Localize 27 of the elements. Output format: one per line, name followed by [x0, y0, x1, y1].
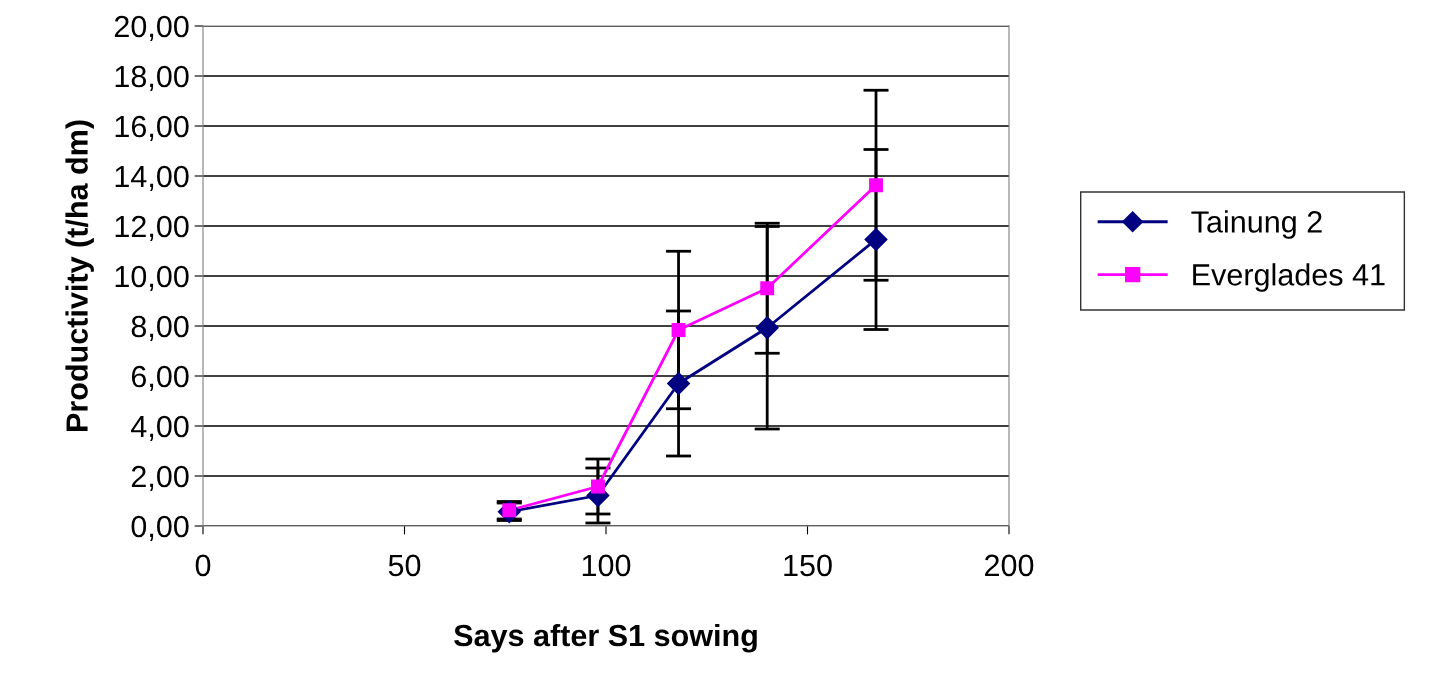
legend-label: Everglades 41: [1193, 263, 1385, 292]
y-tick-label: 16,00: [115, 115, 189, 141]
x-tick-label: 100: [582, 554, 631, 577]
point: [755, 316, 779, 340]
point: [869, 178, 883, 193]
point: [760, 281, 775, 296]
x-axis-title: Says after S1 sowing: [454, 623, 757, 653]
point: [864, 228, 888, 251]
point: [671, 323, 686, 337]
y-tick-label: 4,00: [131, 415, 189, 441]
legend-label: Tainung 2: [1191, 210, 1322, 239]
y-tick-label: 20,00: [114, 15, 189, 41]
x-tick-label: 200: [985, 554, 1034, 577]
x-tick-label: 150: [784, 554, 832, 577]
y-tick-label: 10,00: [115, 265, 189, 291]
y-tick-label: 6,00: [131, 365, 189, 391]
y-tick-label: 0,00: [131, 515, 189, 541]
point: [667, 372, 691, 395]
y-tick-label: 8,00: [131, 315, 189, 341]
y-tick-label: 14,00: [115, 165, 189, 191]
x-tick-label: 50: [388, 554, 421, 577]
y-tick-label: 2,00: [131, 465, 189, 491]
point: [590, 479, 605, 494]
y-axis-title: Productivity (t/ha dm): [65, 120, 94, 431]
x-tick-label: 0: [195, 554, 211, 577]
y-tick-label: 12,00: [115, 215, 189, 241]
y-tick-label: 18,00: [115, 65, 189, 91]
